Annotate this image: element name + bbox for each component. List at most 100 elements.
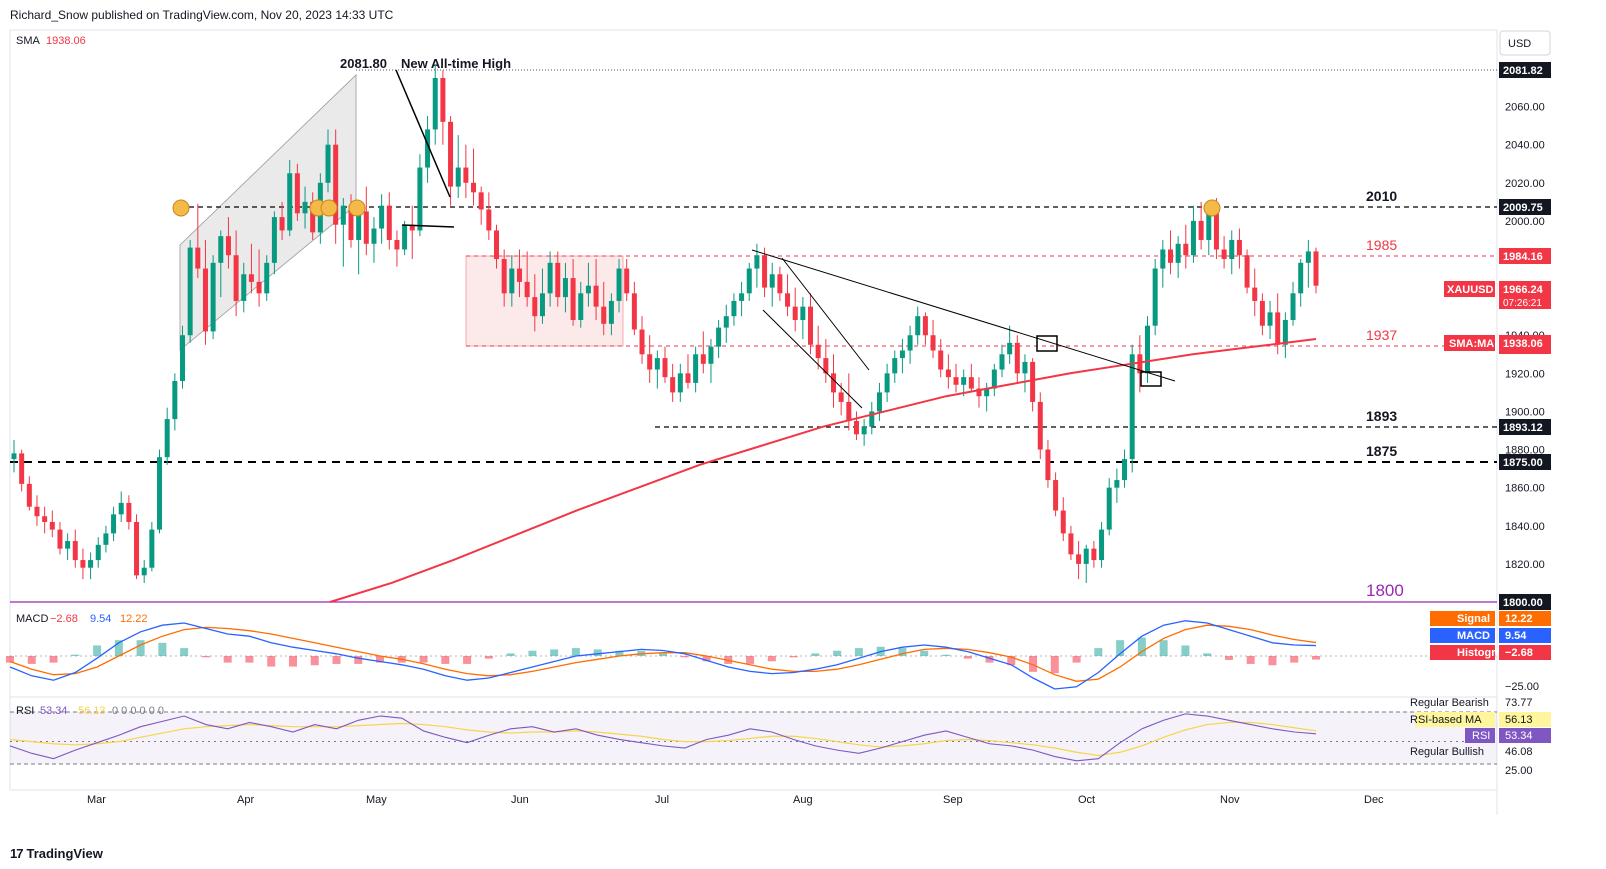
resistance-touch-marker	[348, 199, 366, 217]
currency-selector[interactable]	[1499, 30, 1551, 56]
candle-body	[1167, 249, 1173, 263]
candle-body	[325, 144, 331, 183]
candle-body	[1106, 487, 1112, 530]
macd-legend-name: Signal	[1457, 613, 1490, 625]
candle-body	[1137, 354, 1143, 374]
candle-body	[685, 373, 691, 383]
candle-body	[179, 335, 185, 381]
sma-legend-value: 1938.06	[46, 35, 86, 47]
level-label-2010: 2010	[1366, 188, 1397, 204]
candle-body	[409, 224, 415, 231]
candle-body	[1290, 293, 1296, 320]
macd-axis-tick: −25.00	[1505, 681, 1539, 693]
rsi-value: 53.34	[40, 705, 68, 717]
candle-body	[287, 173, 293, 231]
candle-body	[1007, 342, 1013, 355]
candle-body	[792, 306, 798, 320]
candle-body	[1298, 262, 1304, 294]
macd-histogram-bar	[267, 656, 276, 667]
time-tick: Mar	[87, 794, 106, 806]
candle-body	[1045, 449, 1051, 481]
candle-body	[647, 354, 653, 370]
candle-body	[26, 483, 32, 507]
rsi-legend-name: RSI	[1472, 730, 1490, 742]
macd-signal-line	[9, 624, 1317, 682]
candle-body	[486, 209, 492, 231]
candle-body	[601, 306, 607, 324]
candle-body	[631, 293, 637, 330]
candle-body	[884, 373, 890, 393]
footer-brand[interactable]: 17 TradingView	[10, 846, 103, 861]
macd-histogram-bar	[898, 648, 907, 656]
sma-line	[329, 338, 1317, 603]
ath-trendline	[395, 69, 451, 198]
candle-body	[1122, 459, 1128, 481]
macd-histogram-bar	[571, 648, 580, 656]
macd-histogram-bar	[1159, 640, 1168, 656]
candle-body	[310, 201, 316, 233]
candle-body	[716, 327, 722, 347]
macd-histogram-bar	[854, 648, 863, 656]
candle-body	[991, 369, 997, 389]
price-tick: 2000.00	[1505, 216, 1545, 228]
time-tick: Sep	[943, 794, 963, 806]
candle-body	[1190, 220, 1196, 256]
macd-histogram-bar	[71, 654, 80, 656]
macd-histogram-bar	[180, 648, 189, 656]
candle-body	[731, 300, 737, 317]
candle-body	[746, 268, 752, 294]
macd-histogram-bar	[1050, 656, 1059, 674]
candle-body	[907, 335, 913, 351]
macd-pane[interactable]	[9, 601, 1498, 698]
macd-histogram-bar	[1268, 656, 1277, 666]
candle-body	[899, 350, 905, 359]
rsi-legend-value-bg	[1499, 712, 1551, 727]
macd-line	[9, 620, 1317, 690]
candle-body	[1060, 510, 1066, 534]
candle-body	[1068, 533, 1074, 555]
candle-body	[103, 533, 109, 545]
candle-body	[938, 350, 944, 370]
candle-body	[1014, 342, 1020, 374]
macd-histogram-bar	[550, 649, 559, 656]
rsi-title: RSI	[16, 705, 34, 717]
macd-histogram-bar	[93, 645, 102, 656]
price-tick: 2020.00	[1505, 178, 1545, 190]
candle-body	[693, 354, 699, 383]
level-tag-1800: 1800.00	[1503, 597, 1543, 609]
price-tick: 1860.00	[1505, 483, 1545, 495]
time-tick: May	[366, 794, 387, 806]
price-tick: 2060.00	[1505, 102, 1545, 114]
currency-label: USD	[1508, 38, 1531, 50]
level-tag-bg	[1499, 454, 1551, 470]
macd-histogram-bar	[659, 653, 667, 656]
level-tag-bg	[1499, 199, 1551, 215]
rsi-extra-values: 0 0 0 0 0 0	[112, 705, 164, 717]
sma-ma-tag-bg	[1444, 335, 1495, 351]
candle-body	[853, 420, 859, 435]
candle-body	[164, 419, 170, 458]
macd-histogram-bar	[49, 656, 58, 663]
rsi-legend-name-bg	[1465, 728, 1495, 743]
level-tag-1985: 1984.16	[1503, 251, 1543, 263]
macd-macd-value: 9.54	[90, 613, 111, 625]
main-pane[interactable]	[9, 29, 1498, 603]
macd-histogram-bar	[1290, 656, 1299, 663]
candle-body	[233, 255, 239, 301]
last-price-tag: 1966.24	[1503, 284, 1544, 296]
candle-body	[118, 502, 124, 515]
candle-body	[494, 230, 500, 260]
candle-body	[1183, 243, 1189, 256]
macd-histogram-bar	[463, 656, 472, 664]
candle-body	[922, 316, 928, 336]
candle-body	[846, 401, 852, 421]
rsi-legend-value: 53.34	[1505, 730, 1533, 742]
sma-value-tag: 1938.06	[1503, 338, 1543, 350]
candle-body	[1030, 361, 1036, 402]
rsi-line	[9, 713, 1317, 762]
candle-body	[1083, 548, 1089, 564]
candle-body	[700, 354, 706, 364]
price-tick: 1900.00	[1505, 406, 1545, 418]
candle-body	[463, 167, 469, 183]
